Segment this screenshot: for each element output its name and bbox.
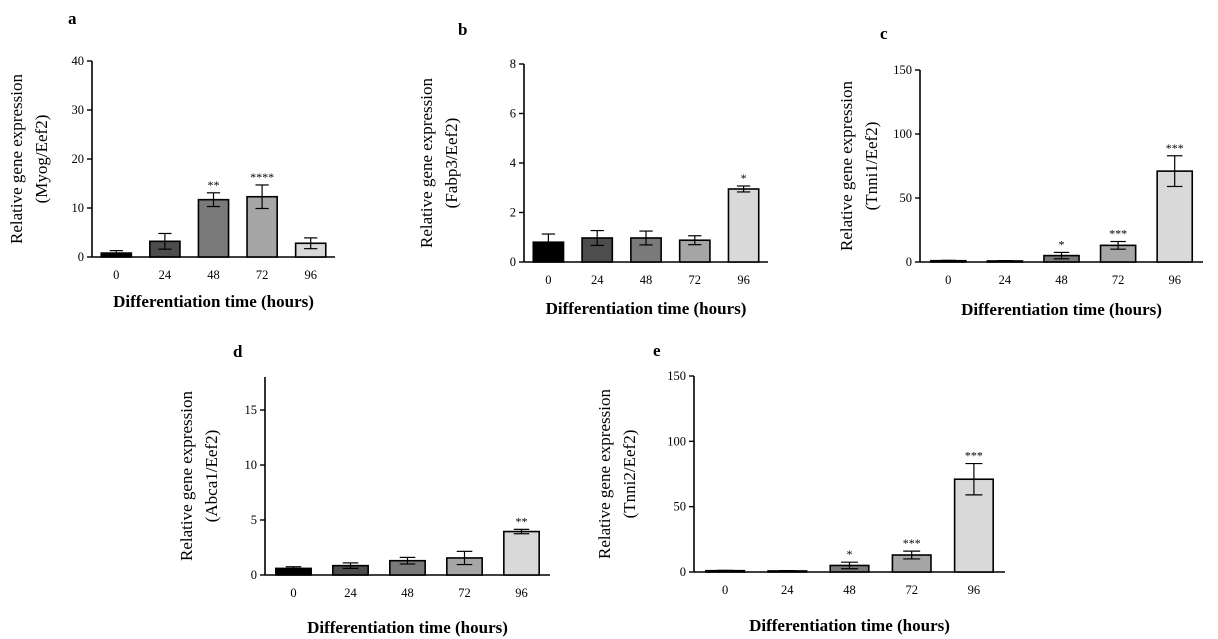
x-tick-label: 48 [640,273,653,287]
significance-marker: *** [965,449,983,463]
significance-marker: *** [1109,227,1127,241]
x-tick-label: 48 [843,583,856,597]
x-tick-label: 0 [722,583,728,597]
panel-d: d 0 5 10 15 0 24 48 72 ** 96 Differentiation time (… [177,342,550,637]
x-axis-title: Differentiation time (hours) [749,616,950,635]
y-tick-label: 100 [667,434,686,448]
x-axis-title: Differentiation time (hours) [113,292,314,311]
y-axis-subtitle: (Tnni2/Eef2) [620,430,639,519]
y-tick-label: 150 [667,369,686,383]
y-axis-subtitle: (Fabp3/Eef2) [442,118,461,209]
x-tick-label: 0 [945,273,951,287]
x-tick-label: 0 [545,273,551,287]
significance-marker: * [847,547,853,561]
significance-marker: * [1059,237,1065,251]
x-axis-title: Differentiation time (hours) [961,300,1162,319]
x-tick-label: 96 [304,268,317,282]
x-tick-label: 48 [207,268,220,282]
x-axis-title: Differentiation time (hours) [546,299,747,318]
y-tick-label: 10 [245,458,258,472]
x-tick-label: 24 [159,268,172,282]
panel-letter: c [880,24,888,43]
significance-marker: *** [903,536,921,550]
panel-e: e 0 50 100 150 0 24 * 48 *** 72 *** 96 Differentiatio… [595,341,1005,635]
y-tick-label: 2 [510,206,516,220]
y-tick-label: 0 [510,255,516,269]
x-tick-label: 24 [591,273,604,287]
y-tick-label: 50 [900,191,913,205]
x-tick-label: 96 [1168,273,1181,287]
significance-marker: ** [516,514,528,528]
x-tick-label: 72 [458,586,471,600]
y-tick-label: 10 [72,201,85,215]
x-tick-label: 96 [737,273,750,287]
y-tick-label: 40 [72,54,85,68]
y-axis-subtitle: (Abca1/Eef2) [202,430,221,523]
significance-marker: * [741,171,747,185]
bar-96 [503,530,540,576]
y-axis-subtitle: (Tnni1/Eef2) [862,122,881,211]
x-tick-label: 72 [905,583,918,597]
x-tick-label: 24 [344,586,357,600]
panel-letter: e [653,341,661,360]
x-tick-label: 96 [515,586,528,600]
y-tick-label: 50 [674,500,687,514]
panel-letter: d [233,342,243,361]
panel-letter: a [68,9,77,28]
y-tick-label: 150 [893,63,912,77]
x-tick-label: 72 [256,268,269,282]
x-tick-label: 96 [968,583,981,597]
y-axis-title: Relative gene expression [837,81,856,251]
y-tick-label: 0 [680,565,686,579]
x-tick-label: 48 [1055,273,1068,287]
significance-marker: ** [208,178,220,192]
y-tick-label: 0 [251,568,257,582]
x-axis-title: Differentiation time (hours) [307,618,508,637]
x-tick-label: 24 [781,583,794,597]
significance-marker: **** [250,170,274,184]
panel-letter: b [458,20,467,39]
x-tick-label: 0 [290,586,296,600]
y-axis-title: Relative gene expression [417,78,436,248]
y-axis-title: Relative gene expression [7,74,26,244]
y-axis-subtitle: (Myog/Eef2) [32,115,51,204]
y-tick-label: 30 [72,103,85,117]
y-tick-label: 5 [251,513,257,527]
y-axis-title: Relative gene expression [595,389,614,559]
x-tick-label: 72 [1112,273,1125,287]
x-tick-label: 0 [113,268,119,282]
x-tick-label: 48 [401,586,414,600]
x-tick-label: 24 [999,273,1012,287]
y-tick-label: 4 [510,156,517,170]
x-tick-label: 72 [689,273,702,287]
y-tick-label: 100 [893,127,912,141]
y-tick-label: 6 [510,107,516,121]
panel-a: a 0 10 20 30 40 0 24 ** 48 **** 72 96 Differentiation… [7,9,335,311]
significance-marker: *** [1166,141,1184,155]
y-tick-label: 8 [510,57,516,71]
bar-96 [727,188,760,263]
y-tick-label: 20 [72,152,85,166]
y-axis-title: Relative gene expression [177,391,196,561]
y-tick-label: 0 [78,250,84,264]
y-tick-label: 0 [906,255,912,269]
bar-48 [197,198,230,258]
y-tick-label: 15 [245,403,258,417]
panel-c: c 0 50 100 150 0 24 * 48 *** 72 *** 96 Differentiatio… [837,24,1203,319]
